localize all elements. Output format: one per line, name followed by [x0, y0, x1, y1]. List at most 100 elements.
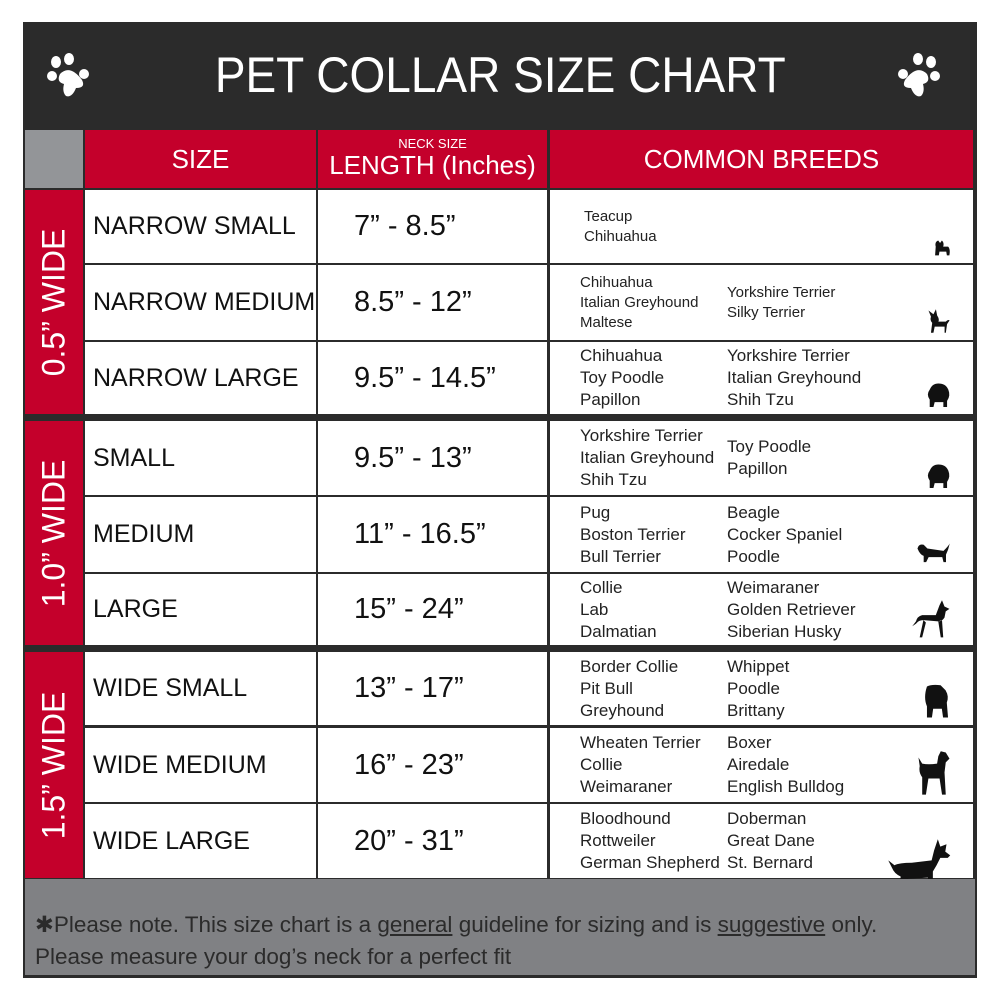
neck-length: 11” - 16.5” [354, 518, 486, 550]
breed-name: Italian Greyhound [580, 448, 715, 467]
length-cell: 13” - 17” [318, 652, 547, 725]
breed-name: Whippet [727, 656, 790, 676]
breeds-column-2: Whippet Poodle Brittany [727, 656, 789, 722]
breed-name: Airedale [727, 755, 790, 774]
length-cell: 15” - 24” [318, 574, 547, 645]
breeds-column-1: Chihuahua Toy Poodle Papillon [580, 345, 664, 411]
paw-print-icon [47, 53, 89, 97]
neck-length: 8.5” - 12” [354, 286, 472, 318]
neck-length: 9.5” - 14.5” [354, 361, 496, 394]
size-name: NARROW MEDIUM [93, 288, 316, 316]
neck-length: 15” - 24” [354, 593, 464, 625]
breeds-cell: Wheaten Terrier Collie Weimaraner Boxer Air… [550, 728, 973, 802]
header-size-label: SIZE [171, 143, 230, 174]
breed-name: German Shepherd [580, 853, 720, 872]
length-cell: 9.5” - 13” [318, 421, 547, 495]
breed-name: Toy Poodle [580, 368, 665, 387]
width-group-text: 1.5” WIDE [35, 691, 72, 839]
breeds-cell: Chihuahua Italian Greyhound Maltese Yorksh… [550, 265, 973, 340]
breed-name: Poodle [727, 678, 780, 698]
breed-name: Boston Terrier [580, 524, 686, 544]
breed-name: Shih Tzu [580, 470, 647, 489]
breed-name: Maltese [580, 313, 633, 331]
header-length-label: LENGTH (Inches) [329, 149, 536, 180]
breed-name: Chihuahua [580, 346, 663, 365]
note-suggestive: suggestive [717, 912, 826, 937]
footer-note: ✱Please note. This size chart is a gener… [25, 879, 975, 975]
breeds-cell: Yorkshire Terrier Italian Greyhound Shih T… [550, 421, 973, 495]
size-cell: SMALL [85, 421, 316, 495]
breed-name: Shih Tzu [727, 390, 794, 409]
breed-name: Golden Retriever [727, 599, 856, 619]
pomeranian-silhouette-icon [928, 383, 950, 407]
width-group-label: 0.5” WIDE [25, 190, 83, 414]
length-cell: 7” - 8.5” [318, 190, 547, 263]
length-cell: 9.5” - 14.5” [318, 342, 547, 414]
size-cell: NARROW MEDIUM [85, 265, 316, 340]
breed-name: Silky Terrier [727, 303, 806, 321]
size-name: WIDE LARGE [93, 826, 250, 855]
breed-name: English Bulldog [727, 777, 845, 796]
breed-name: Yorkshire Terrier [580, 426, 703, 445]
breed-name: Italian Greyhound [580, 293, 699, 311]
note-text: ✱Please note. This size chart is a [35, 912, 372, 937]
breed-name: Pug [580, 502, 611, 522]
breed-name: Boxer [727, 733, 772, 752]
breeds-cell: Collie Lab Dalmatian Weimaraner Golden Retr… [550, 574, 973, 645]
width-group-label: 1.5” WIDE [25, 652, 83, 878]
yorkie-silhouette-icon [935, 240, 951, 256]
size-cell: MEDIUM [85, 497, 316, 572]
breed-name: Lab [580, 599, 609, 619]
breed-name: Yorkshire Terrier [727, 283, 836, 301]
width-group-text: 1.0” WIDE [35, 459, 72, 607]
breeds-column-1: Bloodhound Rottweiler German Shepherd [580, 808, 720, 874]
breed-name: Poodle [727, 546, 780, 566]
header-length: NECK SIZE LENGTH (Inches) [318, 130, 547, 188]
chihuahua-silhouette-icon [928, 309, 950, 333]
length-cell: 11” - 16.5” [318, 497, 547, 572]
size-name: WIDE SMALL [93, 674, 248, 702]
breeds-column-2: Beagle Cocker Spaniel Poodle [727, 502, 842, 568]
dachshund-silhouette-icon [917, 543, 950, 563]
breed-name: Wheaten Terrier [580, 733, 701, 752]
breed-name: Cocker Spaniel [727, 524, 843, 544]
size-name: SMALL [93, 443, 175, 472]
breed-name: Collie [580, 755, 623, 774]
size-cell: WIDE SMALL [85, 652, 316, 725]
size-cell: LARGE [85, 574, 316, 645]
neck-length: 20” - 31” [354, 824, 464, 857]
width-group-label: 1.0” WIDE [25, 421, 83, 645]
breeds-column-1: Collie Lab Dalmatian [580, 577, 657, 643]
breed-name: Great Dane [727, 831, 815, 850]
breed-name: St. Bernard [727, 853, 813, 872]
breed-name: Chihuahua [580, 273, 653, 291]
breeds-column-1: Teacup Chihuahua [584, 207, 657, 247]
size-name: NARROW LARGE [93, 363, 299, 392]
breed-name: Rottweiler [580, 831, 656, 850]
bulldog-silhouette-icon [925, 685, 949, 718]
breeds-column-2: Toy Poodle Papillon [727, 436, 811, 480]
breed-name: Papillon [580, 390, 641, 409]
header-breeds: COMMON BREEDS [550, 130, 973, 188]
note-text: only. [831, 912, 878, 937]
note-general: general [377, 912, 453, 937]
header-neck-size-label: NECK SIZE [398, 135, 467, 151]
breed-name: Bull Terrier [580, 546, 661, 566]
size-cell: WIDE MEDIUM [85, 728, 316, 802]
pomeranian-silhouette-icon [928, 464, 950, 488]
length-cell: 8.5” - 12” [318, 265, 547, 340]
neck-length: 16” - 23” [354, 748, 464, 781]
breeds-column-1: Wheaten Terrier Collie Weimaraner [580, 732, 701, 798]
breed-name: Beagle [727, 502, 780, 522]
breed-name: Border Collie [580, 656, 679, 676]
breed-name: Siberian Husky [727, 621, 842, 641]
note-line-2: Please measure your dog’s neck for a per… [35, 944, 512, 969]
breed-name: Teacup [584, 207, 633, 225]
breeds-column-2: Yorkshire Terrier Silky Terrier [727, 283, 835, 323]
size-cell: WIDE LARGE [85, 804, 316, 878]
title-bar: PET COLLAR SIZE CHART [23, 22, 977, 128]
length-cell: 16” - 23” [318, 728, 547, 802]
breed-name: Italian Greyhound [727, 368, 862, 387]
breeds-cell: Pug Boston Terrier Bull Terrier Beagle Cock… [550, 497, 973, 572]
size-name: LARGE [93, 595, 178, 623]
